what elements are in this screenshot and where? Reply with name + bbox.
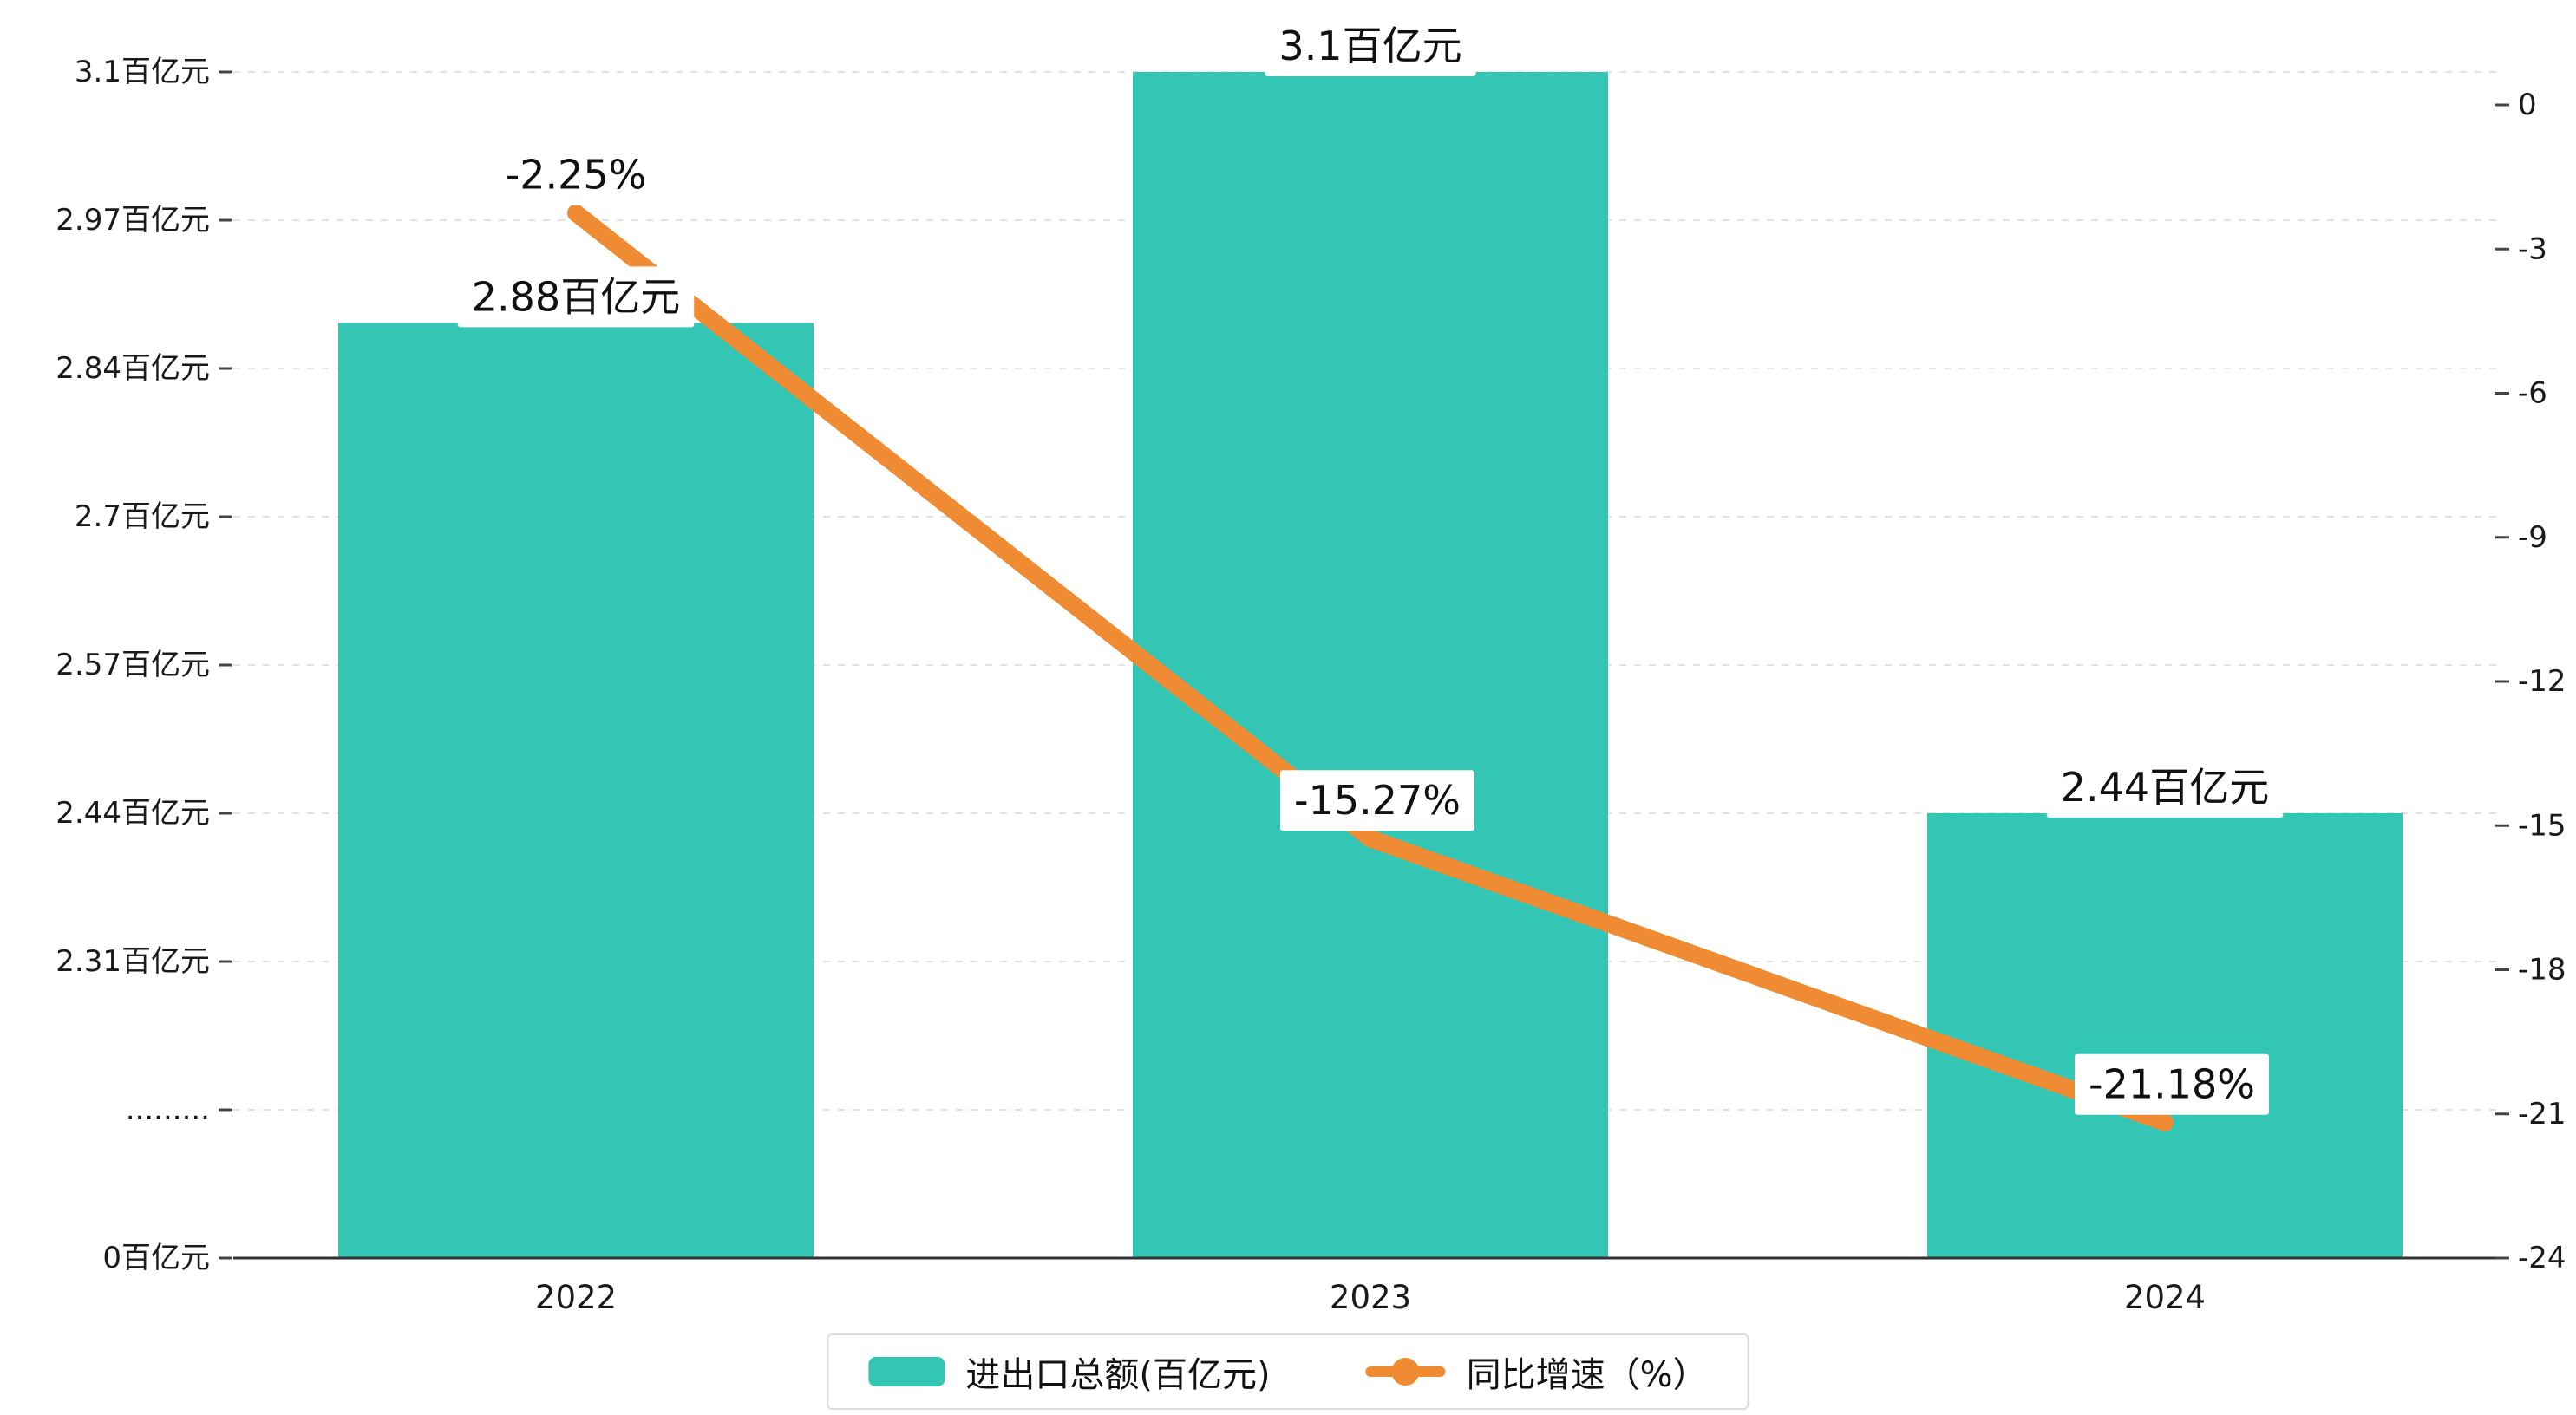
bar-value-label: 2.44百亿元 (2061, 764, 2269, 811)
left-axis-tick-label: ......... (126, 1092, 210, 1127)
right-axis-tick-label: -6 (2518, 376, 2547, 411)
right-axis-tick-label: -18 (2518, 953, 2566, 988)
line-value-label-bg (2075, 1053, 2269, 1115)
bar-2024[interactable] (1927, 813, 2403, 1258)
legend-item-bar-series[interactable]: 进出口总额(百亿元) (868, 1347, 1271, 1397)
right-axis-tick-label: -24 (2518, 1241, 2566, 1275)
right-axis-tick-label: -3 (2518, 231, 2547, 266)
line-value-label: -21.18% (2089, 1061, 2255, 1108)
right-axis-tick-label: 0 (2518, 88, 2537, 122)
left-axis-tick-label: 2.84百亿元 (56, 351, 210, 386)
bar-value-label: 3.1百亿元 (1278, 23, 1461, 69)
legend-label-line-series: 同比增速（%） (1466, 1355, 1708, 1395)
bar-series-swatch (868, 1357, 945, 1386)
line-value-label-bg (1280, 770, 1474, 831)
right-axis-tick-label: -9 (2518, 520, 2547, 555)
right-axis-tick-label: -21 (2518, 1097, 2566, 1131)
left-axis-tick-label: 2.31百亿元 (56, 944, 210, 979)
legend-label-bar-series: 进出口总额(百亿元) (965, 1355, 1271, 1395)
line-value-label: -15.27% (1294, 777, 1461, 824)
left-axis-tick-label: 2.57百亿元 (56, 648, 210, 682)
bar-value-label-bg (1265, 16, 1476, 76)
left-axis-tick-label: 2.7百亿元 (75, 499, 210, 534)
bar-2023[interactable] (1133, 72, 1608, 1258)
bar-value-label-bg (457, 266, 695, 328)
left-axis-tick-label: 2.44百亿元 (56, 796, 210, 831)
line-series-dot-icon (1391, 1358, 1420, 1386)
legend-item-line-series[interactable]: 同比增速（%） (1365, 1347, 1708, 1397)
left-axis-tick-label: 3.1百亿元 (75, 55, 210, 89)
growth-line (567, 204, 2174, 1131)
x-axis-label: 2024 (2124, 1279, 2206, 1316)
right-axis-tick-label: -12 (2518, 664, 2566, 699)
x-axis-label: 2022 (535, 1279, 617, 1316)
left-axis-tick-label: 0百亿元 (102, 1241, 210, 1275)
right-axis-tick-label: -15 (2518, 808, 2566, 843)
x-axis-label: 2023 (1330, 1279, 1411, 1316)
line-value-label-bg (491, 144, 661, 205)
line-value-label: -2.25% (506, 152, 647, 199)
left-axis-tick-label: 2.97百亿元 (56, 203, 210, 238)
bar-2022[interactable] (338, 323, 814, 1258)
line-series-marker-icon (1365, 1358, 1446, 1386)
legend: 进出口总额(百亿元) 同比增速（%） (827, 1333, 1749, 1410)
bar-value-label: 2.88百亿元 (472, 273, 680, 320)
bar-value-label-bg (2046, 757, 2284, 818)
